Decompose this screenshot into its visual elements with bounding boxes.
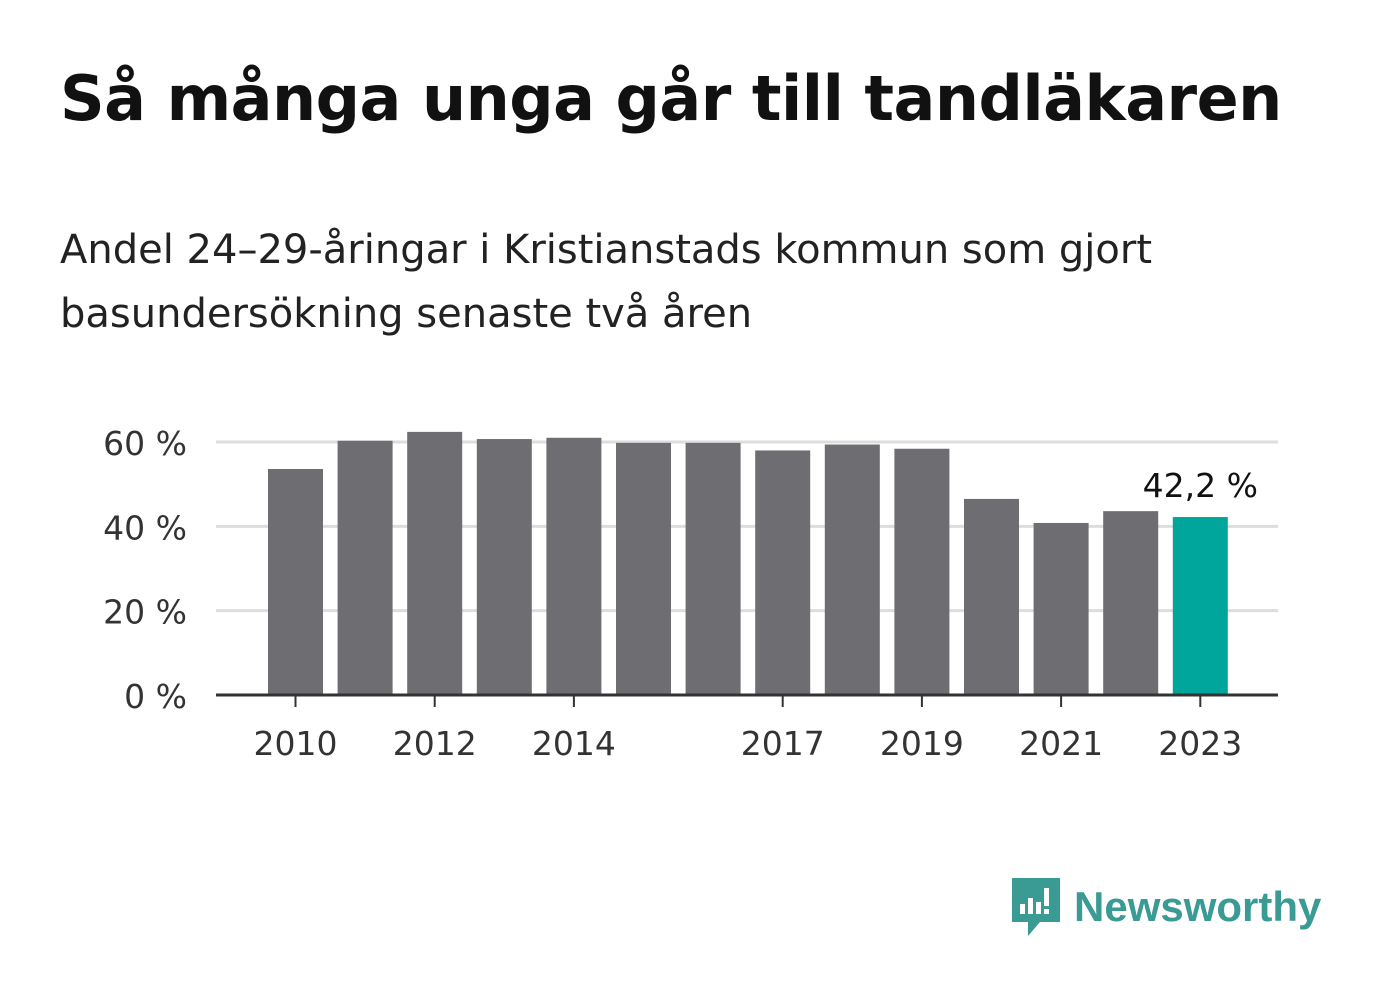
y-axis-labels: 0 % 20 % 40 % 60 % bbox=[103, 424, 187, 716]
x-tick-label: 2023 bbox=[1158, 724, 1242, 763]
bar-2023 bbox=[1172, 517, 1228, 695]
data-label: 42,2 % bbox=[1143, 466, 1258, 505]
bar-2020 bbox=[964, 498, 1019, 695]
bar-2015 bbox=[616, 442, 671, 695]
bar-2016 bbox=[685, 442, 741, 695]
bar-2010 bbox=[268, 468, 323, 695]
chart-title: Så många unga går till tandläkaren bbox=[60, 62, 1282, 135]
bar-2017 bbox=[755, 450, 811, 695]
annotations: 42,2 % bbox=[1143, 466, 1258, 505]
bar-2011 bbox=[337, 440, 393, 695]
y-tick-label: 20 % bbox=[103, 593, 187, 632]
x-tick-label: 2021 bbox=[1019, 724, 1103, 763]
x-tick-label: 2014 bbox=[532, 724, 616, 763]
bar-2014 bbox=[546, 437, 602, 695]
bar-2012 bbox=[407, 431, 463, 695]
bar-2021 bbox=[1033, 522, 1089, 695]
y-tick-label: 0 % bbox=[124, 677, 187, 716]
x-tick-label: 2019 bbox=[880, 724, 964, 763]
y-tick-label: 60 % bbox=[103, 424, 187, 463]
bar-chart: 0 % 20 % 40 % 60 % 2010 2012 2014 2017 2019 2021… bbox=[103, 424, 1278, 763]
bar-2019 bbox=[894, 448, 950, 695]
x-tick-label: 2010 bbox=[254, 724, 338, 763]
bar-2013 bbox=[476, 439, 532, 695]
x-tick-label: 2017 bbox=[741, 724, 825, 763]
brand-logo: Newsworthy bbox=[1010, 876, 1321, 938]
gridlines bbox=[216, 440, 1278, 613]
bar-2018 bbox=[824, 444, 880, 695]
y-tick-label: 40 % bbox=[103, 508, 187, 547]
brand-name: Newsworthy bbox=[1074, 883, 1322, 930]
chart-subtitle: Andel 24–29-åringar i Kristianstads komm… bbox=[60, 227, 1153, 337]
x-axis: 2010 2012 2014 2017 2019 2021 2023 bbox=[216, 693, 1278, 763]
newsworthy-logo-icon bbox=[1012, 878, 1060, 936]
bar-2022 bbox=[1103, 511, 1159, 695]
bars bbox=[268, 431, 1228, 695]
x-tick-label: 2012 bbox=[393, 724, 477, 763]
